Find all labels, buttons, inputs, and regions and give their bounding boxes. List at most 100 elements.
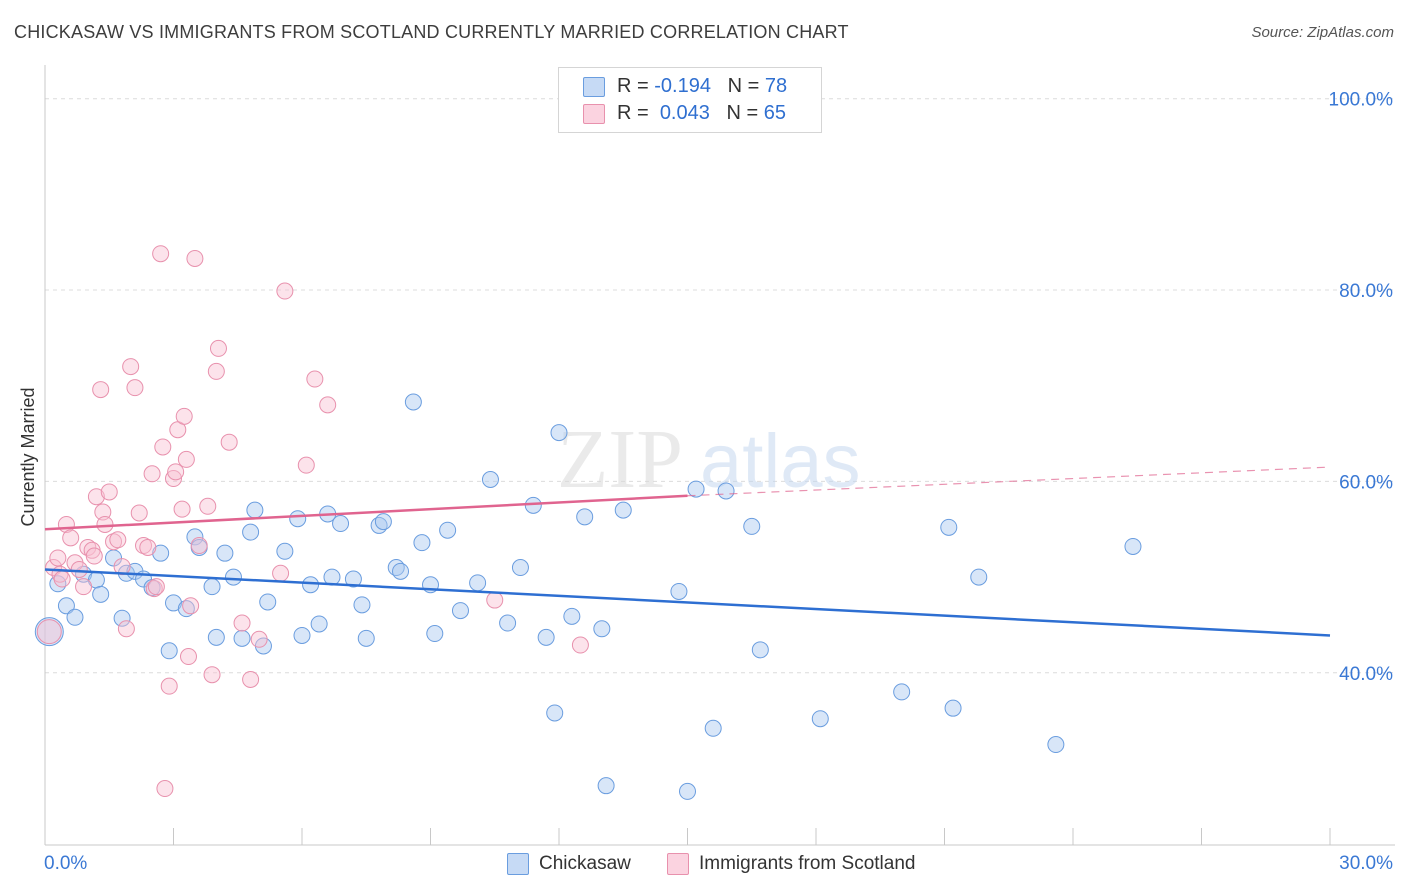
chickasaw-point [160,642,178,660]
scotland-point [45,559,63,577]
scotland-point [306,370,324,388]
scotland-point [190,537,208,555]
scotland-point [85,547,103,565]
chickasaw-point [357,629,375,647]
chart-source: Source: ZipAtlas.com [1251,24,1394,41]
x-tick-label: 30.0% [1339,853,1393,874]
chickasaw-point [499,614,517,632]
scotland-point [173,500,191,518]
chickasaw-point [289,510,307,528]
chickasaw-point [203,578,221,596]
scotland-point [87,488,105,506]
chickasaw-point [66,608,84,626]
axis-labels: 40.0% 60.0% 80.0% 100.0% 0.0% 30.0% [44,90,1393,874]
chickasaw-point [392,562,410,580]
scotland-point [49,549,67,567]
chickasaw-point [1047,736,1065,754]
chickasaw-point [259,593,277,611]
legend-swatch-scotland [583,104,605,124]
scotland-point [175,407,193,425]
scotland-point [36,619,62,645]
scotland-point [276,282,294,300]
chickasaw-point [439,521,457,539]
chickasaw-trend-line [44,568,1331,637]
chickasaw-point [224,568,242,586]
scotland-point [139,538,157,556]
chickasaw-point [670,582,688,600]
legend-swatch-chickasaw [583,77,605,97]
chickasaw-point [34,617,64,647]
scotland-point [250,630,268,648]
chickasaw-point [57,597,75,615]
legend-swatch-chickasaw [507,853,529,875]
scotland-point [117,620,135,638]
chickasaw-point [216,544,234,562]
scotland-point [94,503,112,521]
chickasaw-point [293,626,311,644]
chickasaw-point [563,607,581,625]
scotland-point [96,515,114,533]
legend-n-value: 65 [763,102,787,124]
scotland-point [203,666,221,684]
scotland-point [297,456,315,474]
y-tick-label: 40.0% [1339,664,1393,685]
chart-title: CHICKASAW VS IMMIGRANTS FROM SCOTLAND CU… [14,22,849,42]
axes [44,65,1395,846]
y-axis-label: Currently Married [18,387,38,526]
chickasaw-point [743,517,761,535]
chickasaw-point [276,542,294,560]
scotland-point [92,381,110,399]
scotland-point [571,636,589,654]
scotland-point [233,614,251,632]
chickasaw-point [970,568,988,586]
y-tick-label: 80.0% [1339,281,1393,302]
x-tick-label: 0.0% [44,853,87,874]
scotland-point [319,396,337,414]
chickasaw-point [113,609,131,627]
scotland-point [75,578,93,596]
scotland-point [207,362,225,380]
legend-r-label: R = [617,75,649,97]
chickasaw-point [242,523,260,541]
scotland-point [147,578,165,596]
chickasaw-point [186,528,204,546]
legend-stats: R = -0.194 N = 78 R = 0.043 N = 65 [558,67,822,133]
legend-n-label: N = [727,75,760,97]
chickasaw-point [940,518,958,536]
scotland-point [486,591,504,609]
scotland-point [126,379,144,397]
chickasaw-point [451,602,469,620]
scotland-point [130,504,148,522]
y-tick-label: 60.0% [1339,472,1393,493]
chickasaw-point [246,501,264,519]
scotland-point [220,433,238,451]
legend-n-value: 78 [764,75,788,97]
chickasaw-point [353,596,371,614]
watermark-zip: ZIP [557,413,683,506]
scotland-point [186,249,204,267]
scotland-point [167,463,185,481]
chickasaw-point [344,570,362,588]
legend-r-value: 0.043 [659,102,710,124]
chickasaw-point [893,683,911,701]
chickasaw-point [469,574,487,592]
scotland-point [105,533,123,551]
legend-n-label: N = [726,102,759,124]
chickasaw-point [302,576,320,594]
chickasaw-point [717,482,735,500]
chickasaw-point [944,699,962,717]
chickasaw-point [332,515,350,533]
scotland-point [109,531,127,549]
scotland-point [182,597,200,615]
chickasaw-point [811,710,829,728]
chickasaw-point [426,625,444,643]
legend-r-label: R = [617,102,649,124]
chickasaw-point [597,777,615,795]
chickasaw-point [233,629,251,647]
data-points [34,245,1142,800]
scotland-trend-line [44,494,688,531]
scotland-point [70,560,88,578]
legend-label-scotland: Immigrants from Scotland [699,853,916,874]
scotland-point [199,497,217,515]
